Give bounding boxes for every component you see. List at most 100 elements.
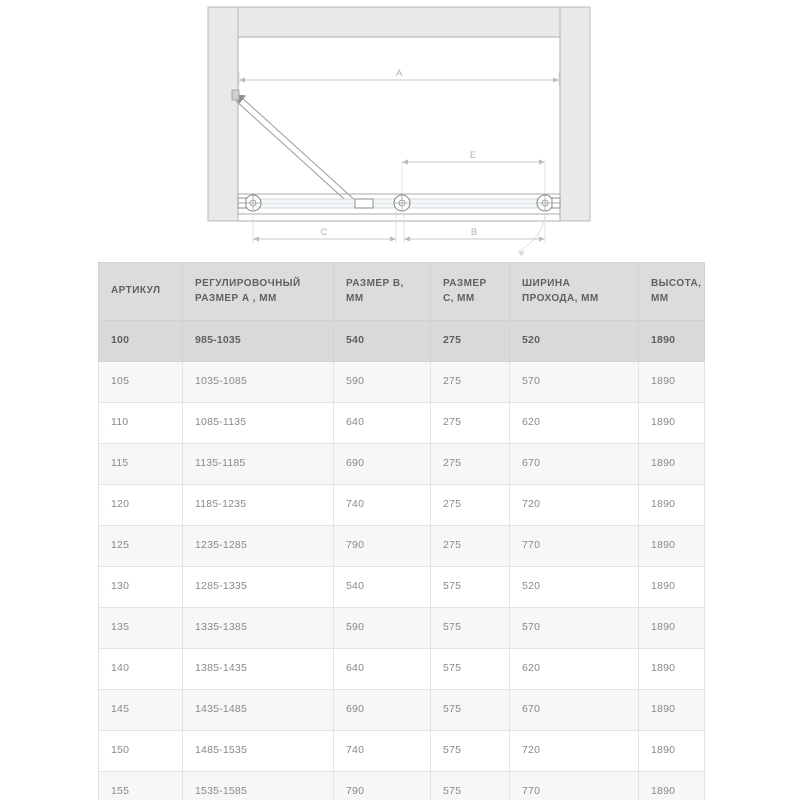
cell-height: 1890 [638, 443, 705, 485]
roller-middle [393, 194, 411, 212]
cell-adjust-a: 1135-1185 [182, 443, 334, 485]
column-header-size-b: РАЗМЕР В, ММ [333, 262, 431, 321]
shower-door-plan-svg: A E [207, 6, 591, 257]
cell-pass-width: 570 [509, 607, 639, 649]
cell-adjust-a: 1435-1485 [182, 689, 334, 731]
cell-size-b: 690 [333, 689, 431, 731]
cell-height: 1890 [638, 689, 705, 731]
cell-pass-width: 520 [509, 320, 639, 362]
cell-article: 120 [98, 484, 183, 526]
swing-arc [517, 214, 546, 257]
cell-adjust-a: 1385-1435 [182, 648, 334, 690]
specification-table: АРТИКУЛ РЕГУЛИРОВОЧНЫЙ РАЗМЕР А , ММ РАЗ… [98, 262, 705, 800]
cell-article: 130 [98, 566, 183, 608]
cell-size-b: 790 [333, 525, 431, 567]
table-row: 115 1135-1185 690 275 670 1890 [98, 443, 705, 485]
cell-size-b: 590 [333, 361, 431, 403]
cell-article: 155 [98, 771, 183, 800]
cell-height: 1890 [638, 730, 705, 772]
cell-pass-width: 620 [509, 648, 639, 690]
cell-article: 150 [98, 730, 183, 772]
cell-size-c: 575 [430, 689, 510, 731]
cell-height: 1890 [638, 484, 705, 526]
cell-size-c: 275 [430, 402, 510, 444]
cell-pass-width: 720 [509, 484, 639, 526]
door-handle [354, 198, 374, 209]
cell-article: 140 [98, 648, 183, 690]
cell-size-c: 275 [430, 361, 510, 403]
table-row: 140 1385-1435 640 575 620 1890 [98, 648, 705, 690]
cell-adjust-a: 985-1035 [182, 320, 334, 362]
cell-height: 1890 [638, 566, 705, 608]
dimension-label-b: B [471, 227, 477, 238]
cell-size-c: 575 [430, 566, 510, 608]
dimension-a: A [238, 68, 560, 86]
table-row: 150 1485-1535 740 575 720 1890 [98, 730, 705, 772]
cell-pass-width: 770 [509, 771, 639, 800]
cell-size-c: 275 [430, 484, 510, 526]
dimension-label-a: A [396, 68, 403, 79]
table-body: 100 985-1035 540 275 520 1890 105 1035-1085 590 2… [98, 320, 705, 800]
cell-height: 1890 [638, 525, 705, 567]
table-row: 105 1035-1085 590 275 570 1890 [98, 361, 705, 403]
cell-pass-width: 770 [509, 525, 639, 567]
cell-article: 145 [98, 689, 183, 731]
cell-height: 1890 [638, 771, 705, 800]
cell-height: 1890 [638, 607, 705, 649]
roller-right [536, 194, 561, 212]
table-row: 110 1085-1135 640 275 620 1890 [98, 402, 705, 444]
dimension-label-c: C [321, 227, 328, 238]
cell-size-b: 640 [333, 648, 431, 690]
cell-size-b: 690 [333, 443, 431, 485]
cell-adjust-a: 1285-1335 [182, 566, 334, 608]
column-header-size-c: РАЗМЕР С, ММ [430, 262, 510, 321]
cell-size-b: 640 [333, 402, 431, 444]
cell-size-c: 575 [430, 730, 510, 772]
cell-pass-width: 670 [509, 689, 639, 731]
cell-pass-width: 520 [509, 566, 639, 608]
cell-size-b: 540 [333, 320, 431, 362]
column-header-article: АРТИКУЛ [98, 262, 183, 321]
cell-size-c: 575 [430, 607, 510, 649]
cell-size-b: 740 [333, 484, 431, 526]
cell-height: 1890 [638, 648, 705, 690]
cell-size-c: 275 [430, 443, 510, 485]
wall-frame [207, 6, 591, 222]
technical-drawing: A E [0, 0, 800, 258]
dimension-label-e: E [470, 150, 476, 161]
cell-article: 100 [98, 320, 183, 362]
cell-article: 110 [98, 402, 183, 444]
table-header: АРТИКУЛ РЕГУЛИРОВОЧНЫЙ РАЗМЕР А , ММ РАЗ… [98, 262, 705, 321]
table-row: 135 1335-1385 590 575 570 1890 [98, 607, 705, 649]
table-row: 125 1235-1285 790 275 770 1890 [98, 525, 705, 567]
dimension-c: C [252, 211, 397, 243]
cell-size-c: 275 [430, 320, 510, 362]
cell-adjust-a: 1535-1585 [182, 771, 334, 800]
cell-height: 1890 [638, 320, 705, 362]
cell-article: 105 [98, 361, 183, 403]
door-swing-indicator [231, 89, 358, 208]
cell-pass-width: 570 [509, 361, 639, 403]
column-header-height: ВЫСОТА, ММ [638, 262, 705, 321]
cell-size-c: 275 [430, 525, 510, 567]
cell-article: 135 [98, 607, 183, 649]
cell-article: 115 [98, 443, 183, 485]
cell-size-c: 575 [430, 771, 510, 800]
cell-adjust-a: 1235-1285 [182, 525, 334, 567]
cell-size-c: 575 [430, 648, 510, 690]
cell-pass-width: 670 [509, 443, 639, 485]
dimension-b: B [403, 211, 546, 243]
cell-article: 125 [98, 525, 183, 567]
cell-adjust-a: 1085-1135 [182, 402, 334, 444]
cell-height: 1890 [638, 402, 705, 444]
column-header-adjust-a: РЕГУЛИРОВОЧНЫЙ РАЗМЕР А , ММ [182, 262, 334, 321]
cell-pass-width: 620 [509, 402, 639, 444]
cell-adjust-a: 1485-1535 [182, 730, 334, 772]
table-row: 145 1435-1485 690 575 670 1890 [98, 689, 705, 731]
specification-table-container: АРТИКУЛ РЕГУЛИРОВОЧНЫЙ РАЗМЕР А , ММ РАЗ… [98, 262, 705, 800]
cell-pass-width: 720 [509, 730, 639, 772]
cell-size-b: 790 [333, 771, 431, 800]
table-row: 155 1535-1585 790 575 770 1890 [98, 771, 705, 800]
cell-height: 1890 [638, 361, 705, 403]
